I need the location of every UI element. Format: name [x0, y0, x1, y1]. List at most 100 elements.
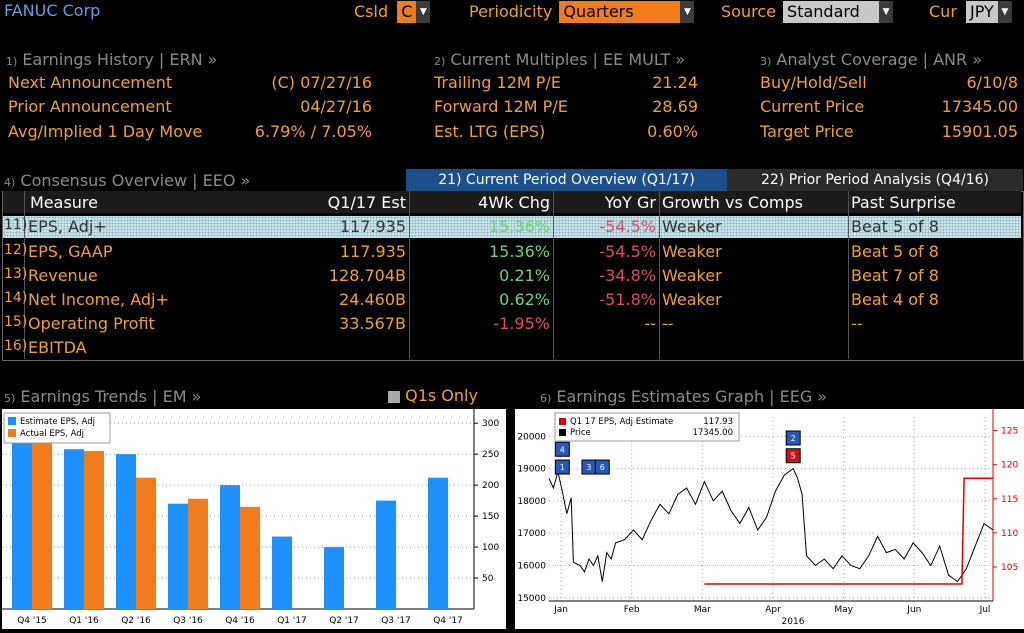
row-estimate: 128.704B — [328, 266, 406, 285]
event-marker-label: 1 — [560, 463, 565, 472]
ltg-value: 0.60% — [647, 122, 698, 141]
checkbox-icon[interactable] — [388, 390, 400, 403]
event-marker — [554, 441, 570, 457]
source-dropdown[interactable]: Standard — [783, 1, 880, 23]
consensus-heading[interactable]: 4) Consensus Overview | EEO » — [4, 171, 251, 190]
source-label: Source — [721, 2, 776, 21]
chevron-down-icon[interactable]: ▼ — [879, 1, 894, 23]
prior-announcement-label: Prior Announcement — [8, 97, 172, 116]
x-tick-label: Feb — [624, 605, 640, 615]
row-estimate: 117.935 — [339, 217, 406, 236]
bar — [12, 443, 32, 609]
row-number: 11) — [4, 217, 28, 233]
y-right-tick-label: 125 — [1001, 427, 1018, 437]
bar — [84, 451, 104, 609]
x-tick-label: Mar — [694, 605, 711, 615]
forward-pe-value: 28.69 — [652, 97, 698, 116]
event-marker-label: 2 — [791, 434, 796, 443]
column-divider — [553, 191, 554, 359]
y-left-tick-label: 15000 — [517, 594, 546, 604]
source-control[interactable]: Source Standard ▼ — [721, 1, 894, 23]
legend-label: Q1 17 EPS, Adj Estimate — [570, 417, 673, 427]
estimates-graph-heading[interactable]: 6) Earnings Estimates Graph | EEG » — [540, 387, 828, 406]
col-header-4wk[interactable]: 4Wk Chg — [478, 193, 550, 212]
row-yoy-growth: -54.5% — [599, 217, 656, 236]
ltg-label: Est. LTG (EPS) — [434, 122, 546, 141]
bar — [64, 449, 84, 609]
x-tick-label: Q3 '17 — [381, 616, 411, 626]
chevron-down-icon[interactable]: ▼ — [680, 1, 695, 23]
row-4wk-change: 15.36% — [488, 217, 550, 236]
row-yoy-growth: -34.8% — [599, 266, 656, 285]
row-4wk-change: -1.95% — [493, 314, 550, 333]
legend-value: 117.93 — [703, 417, 733, 427]
col-header-comps[interactable]: Growth vs Comps — [662, 193, 803, 212]
y-tick-label: 300 — [482, 419, 499, 429]
y-tick-label: 150 — [482, 512, 499, 522]
chevron-down-icon[interactable]: ▼ — [416, 1, 431, 23]
q1s-only-toggle[interactable]: Q1s Only — [388, 386, 478, 405]
x-tick-label: Q4 '15 — [17, 616, 47, 626]
current-price-value: 17345.00 — [941, 97, 1018, 116]
estimate-line — [704, 477, 993, 585]
bar — [136, 477, 156, 609]
row-number: 14) — [4, 290, 28, 306]
row-growth-vs-comps: -- — [662, 314, 674, 333]
row-measure[interactable]: Net Income, Adj+ — [28, 290, 169, 309]
security-name: FANUC Corp — [4, 1, 101, 20]
event-marker-label: 3 — [586, 463, 591, 472]
selected-row-highlight — [3, 216, 1021, 238]
y-left-tick-label: 16000 — [517, 561, 546, 571]
legend-label: Estimate EPS, Adj — [20, 417, 95, 427]
legend-box — [554, 412, 740, 442]
csld-label: Csld — [354, 2, 389, 21]
col-header-surprise[interactable]: Past Surprise — [851, 193, 956, 212]
bar — [116, 454, 136, 609]
col-header-est[interactable]: Q1/17 Est — [327, 193, 406, 212]
event-marker — [554, 459, 570, 475]
y-tick-label: 50 — [482, 574, 494, 584]
legend-swatch — [8, 417, 16, 425]
col-header-measure[interactable]: Measure — [30, 193, 98, 212]
periodicity-label: Periodicity — [469, 2, 553, 21]
column-divider — [659, 191, 660, 359]
earnings-history-heading[interactable]: 1) Earnings History | ERN » — [6, 50, 218, 69]
current-multiples-heading[interactable]: 2) Current Multiples | EE MULT » — [434, 50, 686, 69]
row-measure[interactable]: EBITDA — [28, 338, 87, 357]
tab-current-period[interactable]: 21) Current Period Overview (Q1/17) — [406, 169, 727, 191]
row-estimate: 117.935 — [339, 242, 406, 261]
row-past-surprise: Beat 4 of 8 — [851, 290, 939, 309]
earnings-trends-heading[interactable]: 5) Earnings Trends | EM » — [4, 387, 202, 406]
currency-control[interactable]: Cur JPY ▼ — [929, 1, 1012, 23]
bar — [32, 443, 52, 609]
csld-control[interactable]: Csld C ▼ — [354, 1, 431, 23]
row-4wk-change: 0.62% — [499, 290, 550, 309]
periodicity-dropdown[interactable]: Quarters — [559, 1, 681, 23]
analyst-coverage-heading[interactable]: 3) Analyst Coverage | ANR » — [760, 50, 983, 69]
row-measure[interactable]: Revenue — [28, 266, 98, 285]
y-left-tick-label: 18000 — [517, 497, 546, 507]
row-measure[interactable]: EPS, Adj+ — [28, 217, 107, 236]
column-divider — [409, 191, 410, 359]
row-number: 12) — [4, 242, 28, 258]
chevron-down-icon[interactable]: ▼ — [997, 1, 1012, 23]
legend-swatch — [8, 429, 16, 437]
currency-dropdown[interactable]: JPY — [965, 1, 998, 23]
row-yoy-growth: -54.5% — [599, 242, 656, 261]
periodicity-control[interactable]: Periodicity Quarters ▼ — [469, 1, 695, 23]
legend-value: 17345.00 — [692, 428, 733, 438]
y-tick-label: 250 — [482, 450, 499, 460]
row-measure[interactable]: Operating Profit — [28, 314, 155, 333]
y-tick-label: 100 — [482, 543, 499, 553]
x-tick-label: Jan — [553, 605, 568, 615]
row-measure[interactable]: EPS, GAAP — [28, 242, 113, 261]
col-header-yoy[interactable]: YoY Gr — [604, 193, 656, 212]
tab-prior-period[interactable]: 22) Prior Period Analysis (Q4/16) — [727, 169, 1023, 191]
row-yoy-growth: -- — [644, 314, 656, 333]
bar — [240, 506, 260, 609]
column-divider — [24, 191, 25, 359]
bar — [220, 485, 240, 609]
csld-dropdown[interactable]: C — [397, 1, 417, 23]
earnings-trends-chart: 50 100 150 200 250 300 Q4 '15 Q1 '16 Q2 '16 Q3 '1… — [2, 409, 499, 626]
prior-announcement-value: 04/27/16 — [300, 97, 372, 116]
